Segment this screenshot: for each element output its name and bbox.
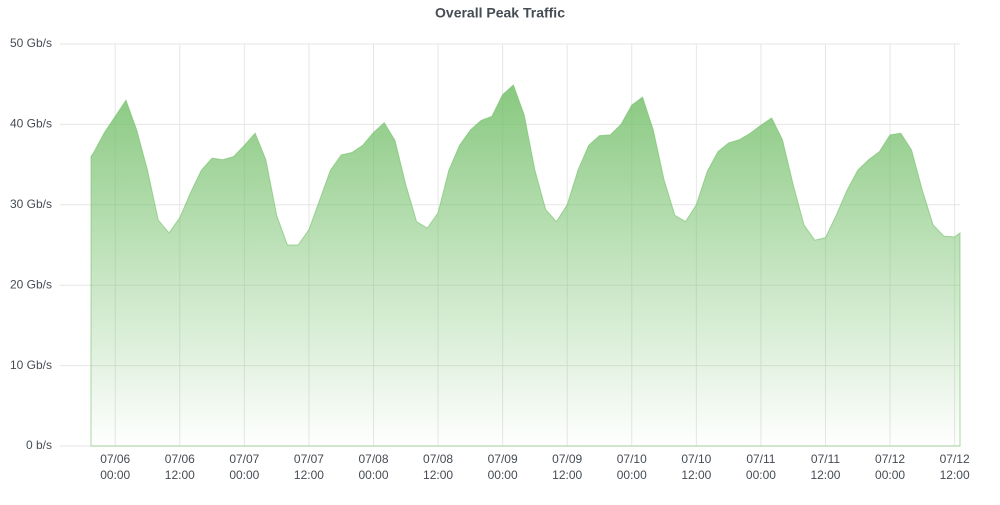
x-tick-label: 07/09 bbox=[552, 452, 582, 466]
x-tick-label: 12:00 bbox=[810, 468, 840, 482]
x-tick-label: 00:00 bbox=[229, 468, 259, 482]
chart-title: Overall Peak Traffic bbox=[435, 5, 565, 21]
x-tick-label: 12:00 bbox=[940, 468, 970, 482]
x-tick-label: 00:00 bbox=[488, 468, 518, 482]
y-tick-label: 30 Gb/s bbox=[10, 197, 52, 211]
x-tick-label: 07/08 bbox=[358, 452, 388, 466]
y-tick-label: 20 Gb/s bbox=[10, 277, 52, 291]
x-tick-label: 12:00 bbox=[423, 468, 453, 482]
x-tick-label: 07/06 bbox=[165, 452, 195, 466]
y-tick-label: 40 Gb/s bbox=[10, 117, 52, 131]
x-tick-label: 07/11 bbox=[811, 452, 840, 466]
x-tick-label: 07/07 bbox=[294, 452, 324, 466]
area bbox=[90, 84, 961, 447]
y-tick-label: 0 b/s bbox=[26, 438, 52, 452]
x-tick-label: 07/12 bbox=[940, 452, 970, 466]
x-tick-label: 12:00 bbox=[681, 468, 711, 482]
x-tick-label: 12:00 bbox=[294, 468, 324, 482]
x-tick-label: 07/10 bbox=[681, 452, 711, 466]
x-tick-label: 00:00 bbox=[746, 468, 776, 482]
x-tick-label: 00:00 bbox=[100, 468, 130, 482]
x-tick-label: 07/09 bbox=[488, 452, 518, 466]
x-tick-label: 00:00 bbox=[358, 468, 388, 482]
x-tick-label: 07/06 bbox=[100, 452, 130, 466]
x-tick-label: 07/12 bbox=[875, 452, 905, 466]
x-tick-label: 07/08 bbox=[423, 452, 453, 466]
x-tick-label: 07/07 bbox=[229, 452, 259, 466]
x-tick-label: 00:00 bbox=[617, 468, 647, 482]
y-tick-label: 10 Gb/s bbox=[10, 358, 52, 372]
y-tick-label: 50 Gb/s bbox=[10, 36, 52, 50]
x-tick-label: 07/11 bbox=[746, 452, 775, 466]
x-tick-label: 12:00 bbox=[165, 468, 195, 482]
x-tick-label: 00:00 bbox=[875, 468, 905, 482]
x-tick-label: 07/10 bbox=[617, 452, 647, 466]
x-tick-label: 12:00 bbox=[552, 468, 582, 482]
